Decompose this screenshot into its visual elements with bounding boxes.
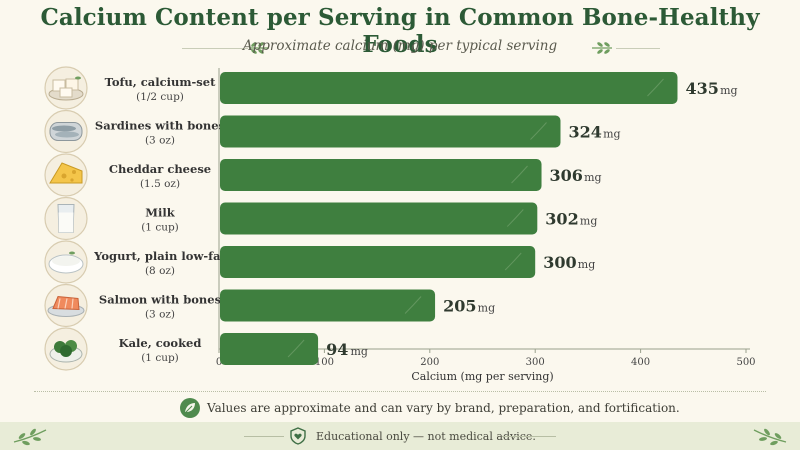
value-unit: mg bbox=[720, 84, 737, 97]
value-unit: mg bbox=[578, 258, 595, 271]
bar bbox=[220, 115, 561, 148]
x-tick-label: 100 bbox=[315, 357, 334, 368]
category-label: Sardines with bones bbox=[95, 119, 225, 133]
bar-leaf-decoration bbox=[647, 78, 664, 97]
subtitle-rule-left bbox=[182, 48, 248, 49]
value-label: 302 bbox=[545, 210, 578, 229]
x-tick-label: 300 bbox=[526, 357, 545, 368]
value-unit: mg bbox=[350, 345, 367, 358]
serving-label: (1.5 oz) bbox=[140, 178, 180, 190]
value-unit: mg bbox=[584, 171, 601, 184]
salmon-icon bbox=[44, 283, 88, 328]
value-unit: mg bbox=[603, 128, 620, 141]
subtitle-rule-right bbox=[616, 48, 660, 49]
serving-label: (3 oz) bbox=[145, 135, 175, 147]
value-label: 324 bbox=[568, 123, 601, 142]
bar bbox=[220, 333, 319, 365]
x-tick-label: 500 bbox=[736, 357, 755, 368]
serving-label: (8 oz) bbox=[145, 265, 175, 277]
shield-heart-icon bbox=[290, 427, 306, 445]
yogurt-icon bbox=[44, 240, 88, 284]
note-row: Values are approximate and can vary by b… bbox=[0, 398, 800, 420]
category-label: Yogurt, plain low-fat bbox=[93, 249, 226, 263]
bar-leaf-decoration bbox=[287, 339, 305, 358]
category-label: Salmon with bones bbox=[99, 293, 221, 307]
value-label: 94 bbox=[326, 340, 348, 359]
sprig-icon bbox=[592, 42, 612, 54]
serving-label: (3 oz) bbox=[145, 309, 175, 321]
serving-label: (1 cup) bbox=[141, 352, 179, 364]
milk-icon bbox=[44, 196, 88, 241]
value-label: 300 bbox=[543, 253, 576, 272]
bar bbox=[220, 246, 536, 278]
bar-leaf-decoration bbox=[511, 165, 528, 184]
category-label: Cheddar cheese bbox=[109, 162, 211, 176]
bar bbox=[220, 72, 678, 104]
sardines-icon bbox=[44, 109, 88, 154]
category-label: Milk bbox=[145, 206, 175, 220]
bar-leaf-decoration bbox=[506, 209, 524, 227]
x-tick-label: 400 bbox=[631, 357, 650, 368]
bar-leaf-decoration bbox=[530, 122, 547, 140]
category-label: Kale, cooked bbox=[119, 336, 202, 350]
footer-rule-left bbox=[244, 436, 284, 437]
bar bbox=[220, 289, 436, 322]
sprig-icon bbox=[249, 42, 269, 54]
value-label: 205 bbox=[443, 297, 476, 316]
bar bbox=[220, 202, 538, 235]
bar bbox=[220, 159, 542, 191]
value-label: 435 bbox=[685, 79, 718, 98]
kale-icon bbox=[44, 327, 88, 371]
footer-text: Educational only — not medical advice. bbox=[316, 430, 536, 443]
value-label: 306 bbox=[550, 166, 583, 185]
x-tick-label: 200 bbox=[420, 357, 439, 368]
chart-subtitle: Approximate calcium (mg) per typical ser… bbox=[242, 38, 558, 54]
footer-rule-right bbox=[502, 436, 556, 437]
leaf-branch-icon bbox=[753, 428, 787, 446]
footer-divider bbox=[34, 391, 766, 392]
category-label: Tofu, calcium-set bbox=[105, 75, 217, 89]
serving-label: (1 cup) bbox=[141, 222, 179, 234]
cheese-icon bbox=[44, 153, 88, 197]
value-unit: mg bbox=[580, 215, 597, 228]
leaf-badge-icon bbox=[180, 398, 200, 418]
note-text: Values are approximate and can vary by b… bbox=[207, 401, 680, 415]
leaf-branch-icon bbox=[13, 428, 47, 446]
x-tick-label: 0 bbox=[216, 357, 222, 368]
chart-title: Calcium Content per Serving in Common Bo… bbox=[40, 4, 760, 58]
footer-bar: Educational only — not medical advice. bbox=[0, 422, 800, 450]
serving-label: (1/2 cup) bbox=[136, 91, 184, 103]
tofu-icon bbox=[44, 66, 88, 110]
x-axis-label: Calcium (mg per serving) bbox=[411, 370, 553, 383]
bar-leaf-decoration bbox=[404, 296, 422, 314]
bar-chart: 0 100 200 300 400 500 Calcium (mg per serving)… bbox=[44, 66, 756, 383]
value-unit: mg bbox=[478, 302, 495, 315]
bar-leaf-decoration bbox=[504, 252, 522, 271]
subtitle-row: Approximate calcium (mg) per typical ser… bbox=[0, 38, 800, 58]
